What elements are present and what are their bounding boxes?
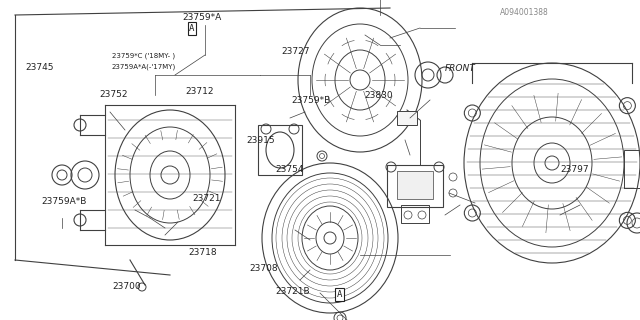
Bar [397,171,433,199]
Text: 23759A*A(-'17MY): 23759A*A(-'17MY) [112,64,176,70]
Text: 23721B: 23721B [275,287,310,296]
Text: A: A [189,24,195,33]
Text: A094001388: A094001388 [500,8,549,17]
Text: 23718: 23718 [189,248,218,257]
Text: 23915: 23915 [246,136,275,145]
Text: 23759A*B: 23759A*B [42,197,87,206]
Text: 23745: 23745 [26,63,54,72]
Text: 23721: 23721 [192,194,221,203]
Bar [258,125,302,175]
Bar [401,205,429,223]
Text: 23759*C ('18MY- ): 23759*C ('18MY- ) [112,53,175,59]
Text: 23752: 23752 [99,90,128,99]
Text: 23700: 23700 [112,282,141,291]
Text: 23797: 23797 [560,165,589,174]
Bar [624,150,640,188]
Text: 23708: 23708 [250,264,278,273]
Bar [397,111,417,125]
Text: 23759*B: 23759*B [291,96,330,105]
Text: 23727: 23727 [282,47,310,56]
Text: FRONT: FRONT [445,64,476,73]
Text: 23754: 23754 [275,165,304,174]
Text: 23712: 23712 [186,87,214,96]
Text: 23759*A: 23759*A [182,13,221,22]
Bar [387,165,443,207]
Text: A: A [337,290,342,299]
Text: 23830: 23830 [365,92,394,100]
